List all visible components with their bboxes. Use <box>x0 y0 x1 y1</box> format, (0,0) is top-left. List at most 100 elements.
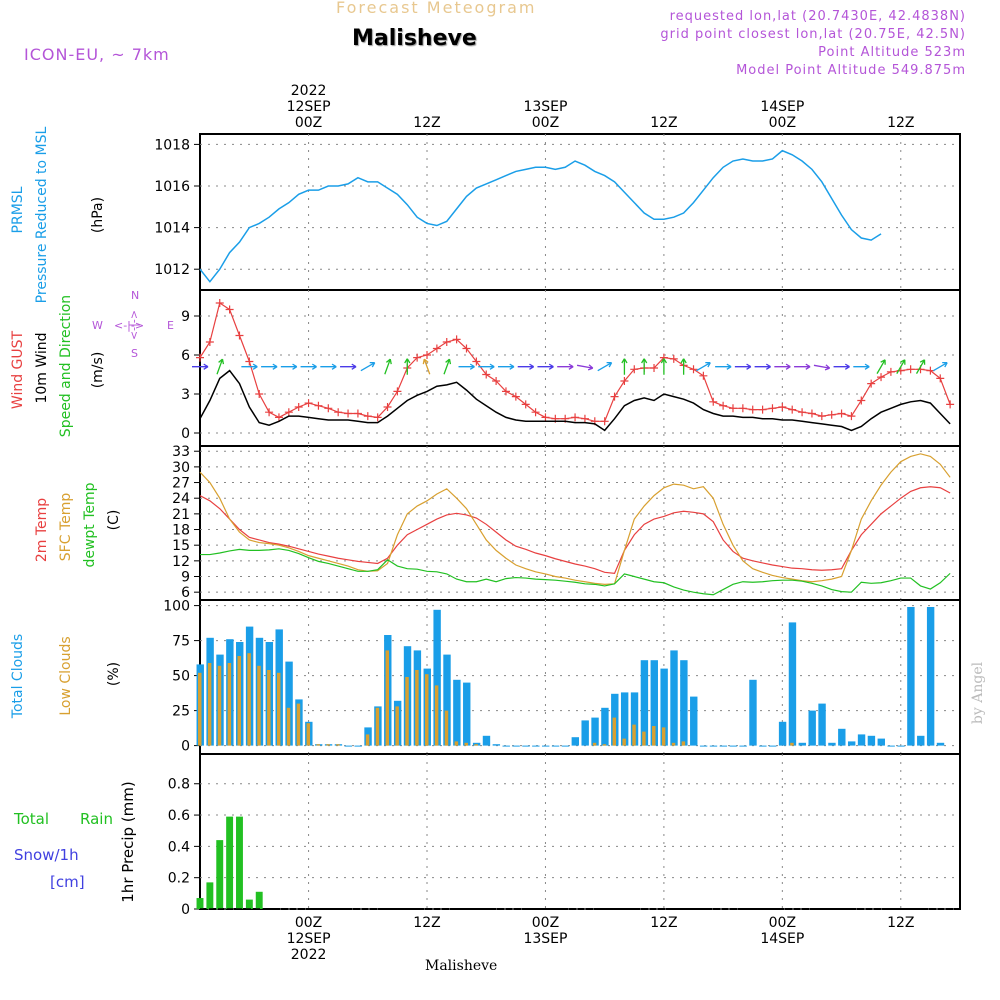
gust-point <box>946 400 955 409</box>
rain-bar <box>216 840 224 909</box>
wind-arrow <box>696 361 711 372</box>
y-tick-label: 3 <box>181 387 190 403</box>
low-clouds-bar <box>652 726 656 746</box>
low-clouds-bar <box>415 670 419 746</box>
wind-arrow <box>597 361 613 372</box>
compass-n: N <box>131 289 140 302</box>
gust-point <box>877 373 886 382</box>
total-clouds-bar <box>532 745 540 747</box>
wind-line <box>199 369 951 432</box>
wind-arrow <box>833 363 850 370</box>
total-clouds-bar <box>542 745 550 747</box>
low-clouds-bar <box>642 731 646 746</box>
gust-point <box>600 417 609 426</box>
gust-point <box>719 401 728 410</box>
bottom-time-label: 2022 <box>291 947 327 963</box>
wind-arrow <box>216 358 225 375</box>
gust-point <box>363 412 372 421</box>
total-clouds-bar <box>472 742 481 746</box>
gust-point <box>807 409 816 418</box>
total-clouds-bar <box>502 745 510 747</box>
low-clouds-bar <box>207 663 212 746</box>
total-clouds-bar <box>640 660 649 746</box>
y-tick-label: 1012 <box>154 262 190 278</box>
gust-point <box>699 371 708 380</box>
gust-point <box>768 404 777 413</box>
low-clouds-bar <box>385 650 390 746</box>
low-clouds-bar <box>425 674 429 746</box>
total-clouds-bar <box>482 735 491 746</box>
pressure-line <box>199 149 882 283</box>
low-clouds-bar <box>464 742 468 746</box>
gust-point <box>620 377 629 385</box>
y-tick-label: 18 <box>172 523 190 539</box>
gust-point <box>432 344 441 353</box>
gust-point <box>728 404 737 413</box>
total-clouds-bar <box>778 721 787 746</box>
bottom-time-label: 14SEP <box>760 931 804 947</box>
gust-point <box>225 305 234 314</box>
total-clouds-bar <box>739 745 747 747</box>
y-tick-label: 100 <box>163 599 190 615</box>
rain-bar <box>226 816 234 909</box>
gust-point <box>383 403 392 411</box>
bottom-time-label: 00Z <box>769 915 796 931</box>
compass-e: E <box>167 319 174 332</box>
total-clouds-bar <box>630 692 639 746</box>
snow-unit: [cm] <box>50 873 85 891</box>
wind-arrow <box>537 363 554 370</box>
low-clouds-bar <box>454 741 459 746</box>
top-time-label: 00Z <box>295 115 322 131</box>
wind-arrow <box>300 363 317 370</box>
y-tick-label: 21 <box>172 507 190 523</box>
low-clouds-bar <box>444 710 449 746</box>
low-clouds-bar <box>592 742 597 746</box>
gust-point <box>304 399 313 408</box>
gust-point <box>462 344 471 353</box>
y-tick-label: 50 <box>172 669 190 685</box>
gust-point <box>373 413 382 422</box>
gust-point <box>926 366 935 375</box>
low-clouds-bar <box>237 656 241 746</box>
top-time-label: 2022 <box>291 83 327 99</box>
y-tick-label: 24 <box>172 491 190 507</box>
y-tick-label: 0.8 <box>168 777 190 793</box>
wind-arrow <box>241 363 258 370</box>
y-tick-label: 27 <box>172 476 190 492</box>
total-clouds-bar <box>344 745 352 747</box>
gust-point <box>778 403 787 411</box>
low-clouds-bar <box>405 677 409 746</box>
gust-point <box>472 357 481 366</box>
gust-point <box>196 353 204 362</box>
wind-arrow <box>576 364 594 371</box>
top-time-label: 00Z <box>769 115 796 131</box>
wind-arrow <box>320 363 337 370</box>
low-clouds-bar <box>336 744 340 746</box>
gust-point <box>580 414 589 423</box>
gust-point <box>610 392 619 401</box>
total-label: Total <box>14 810 50 828</box>
y-tick-label: 15 <box>172 538 190 554</box>
total-clouds-bar <box>907 607 915 746</box>
total-clouds-bar <box>847 741 856 746</box>
low-clouds-bar <box>316 744 320 746</box>
y-tick-label: 1014 <box>154 221 190 237</box>
total-clouds-bar <box>443 654 451 746</box>
low-clouds-bar <box>434 685 439 746</box>
gust-point <box>442 338 451 346</box>
low-clouds-bar <box>375 707 380 746</box>
total-clouds-bar <box>808 710 816 746</box>
low-clouds-bar <box>474 744 478 746</box>
wind-arrow <box>517 363 535 370</box>
gust-point <box>798 408 807 417</box>
low-clouds-bar <box>296 703 301 746</box>
gust-point <box>650 364 659 372</box>
y-tick-label: 6 <box>181 348 190 364</box>
total-clouds-bar <box>936 742 945 746</box>
total-clouds-bar <box>463 682 471 746</box>
bottom-time-label: 12Z <box>413 915 440 931</box>
total-clouds-bar <box>759 745 767 747</box>
wind-arrow <box>458 363 475 370</box>
y-tick-label: 30 <box>172 460 190 476</box>
pressure-panel-frame <box>199 133 961 291</box>
